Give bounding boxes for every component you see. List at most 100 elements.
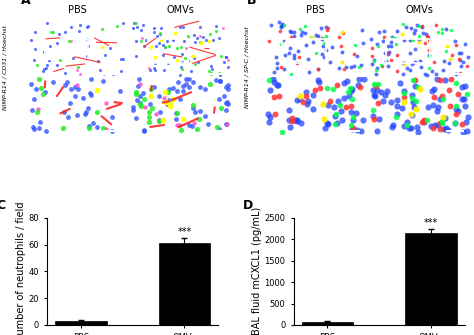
Point: [385, 49, 393, 55]
Point: [419, 30, 427, 35]
Point: [151, 65, 158, 71]
Point: [132, 53, 140, 58]
Point: [438, 26, 446, 31]
Point: [406, 125, 413, 130]
Point: [407, 125, 414, 131]
Point: [137, 104, 145, 109]
Point: [275, 93, 283, 98]
Point: [273, 83, 281, 88]
Point: [156, 30, 164, 36]
Point: [324, 121, 331, 127]
Point: [425, 52, 433, 58]
Point: [355, 82, 362, 88]
Point: [350, 63, 358, 68]
Point: [43, 63, 51, 68]
Point: [145, 115, 153, 120]
Point: [335, 98, 342, 104]
Point: [435, 104, 442, 109]
Point: [129, 107, 137, 113]
Point: [387, 57, 394, 63]
Point: [225, 86, 232, 91]
Point: [452, 120, 459, 125]
Point: [74, 87, 82, 92]
Point: [197, 24, 204, 30]
Point: [348, 96, 356, 102]
Point: [173, 45, 181, 50]
Point: [85, 23, 92, 29]
Point: [407, 25, 415, 30]
Point: [117, 88, 124, 93]
Point: [290, 29, 297, 34]
Point: [66, 100, 73, 106]
Point: [459, 59, 467, 64]
Point: [274, 82, 282, 88]
Point: [165, 86, 173, 91]
Point: [438, 118, 446, 124]
Text: C: C: [0, 199, 5, 212]
Point: [102, 100, 109, 106]
Point: [223, 99, 230, 105]
Point: [411, 77, 419, 83]
Point: [163, 99, 170, 105]
Point: [369, 113, 376, 118]
Point: [39, 68, 46, 73]
Point: [134, 24, 141, 30]
Point: [173, 116, 180, 122]
Point: [166, 103, 173, 108]
Point: [348, 88, 356, 93]
Point: [147, 86, 155, 92]
Point: [285, 107, 292, 113]
Point: [440, 126, 448, 132]
Point: [340, 67, 348, 72]
Point: [30, 96, 37, 101]
Point: [425, 65, 433, 71]
Point: [383, 50, 391, 56]
Point: [373, 41, 381, 47]
Point: [79, 95, 87, 100]
Point: [281, 53, 288, 58]
Point: [420, 118, 428, 123]
Point: [454, 108, 462, 114]
Point: [197, 39, 204, 45]
Text: OMVs: OMVs: [167, 5, 195, 15]
Point: [101, 52, 109, 57]
Point: [299, 99, 307, 105]
Point: [76, 71, 83, 76]
Point: [384, 51, 392, 57]
Point: [73, 113, 81, 118]
Point: [201, 86, 209, 91]
Point: [329, 86, 337, 91]
Point: [71, 93, 79, 98]
Point: [277, 65, 285, 70]
Point: [83, 24, 91, 29]
Point: [311, 87, 319, 92]
Point: [360, 76, 368, 82]
Point: [264, 111, 272, 116]
Point: [278, 129, 285, 135]
Point: [67, 39, 74, 44]
Point: [314, 33, 321, 38]
Point: [321, 125, 328, 130]
Point: [406, 38, 413, 43]
Point: [169, 97, 177, 102]
Point: [134, 83, 142, 89]
Point: [136, 76, 143, 81]
Point: [176, 97, 184, 102]
Point: [367, 37, 375, 42]
Point: [291, 52, 298, 58]
Point: [215, 96, 222, 102]
Point: [303, 101, 311, 106]
Point: [422, 32, 429, 37]
Point: [338, 29, 346, 35]
Point: [411, 83, 419, 89]
Point: [319, 36, 327, 41]
Point: [164, 60, 172, 65]
Point: [270, 94, 278, 100]
Point: [432, 22, 439, 28]
Point: [63, 80, 71, 85]
Point: [94, 59, 101, 64]
Point: [286, 51, 293, 56]
Point: [443, 26, 450, 31]
Point: [265, 77, 273, 82]
Point: [310, 39, 317, 45]
